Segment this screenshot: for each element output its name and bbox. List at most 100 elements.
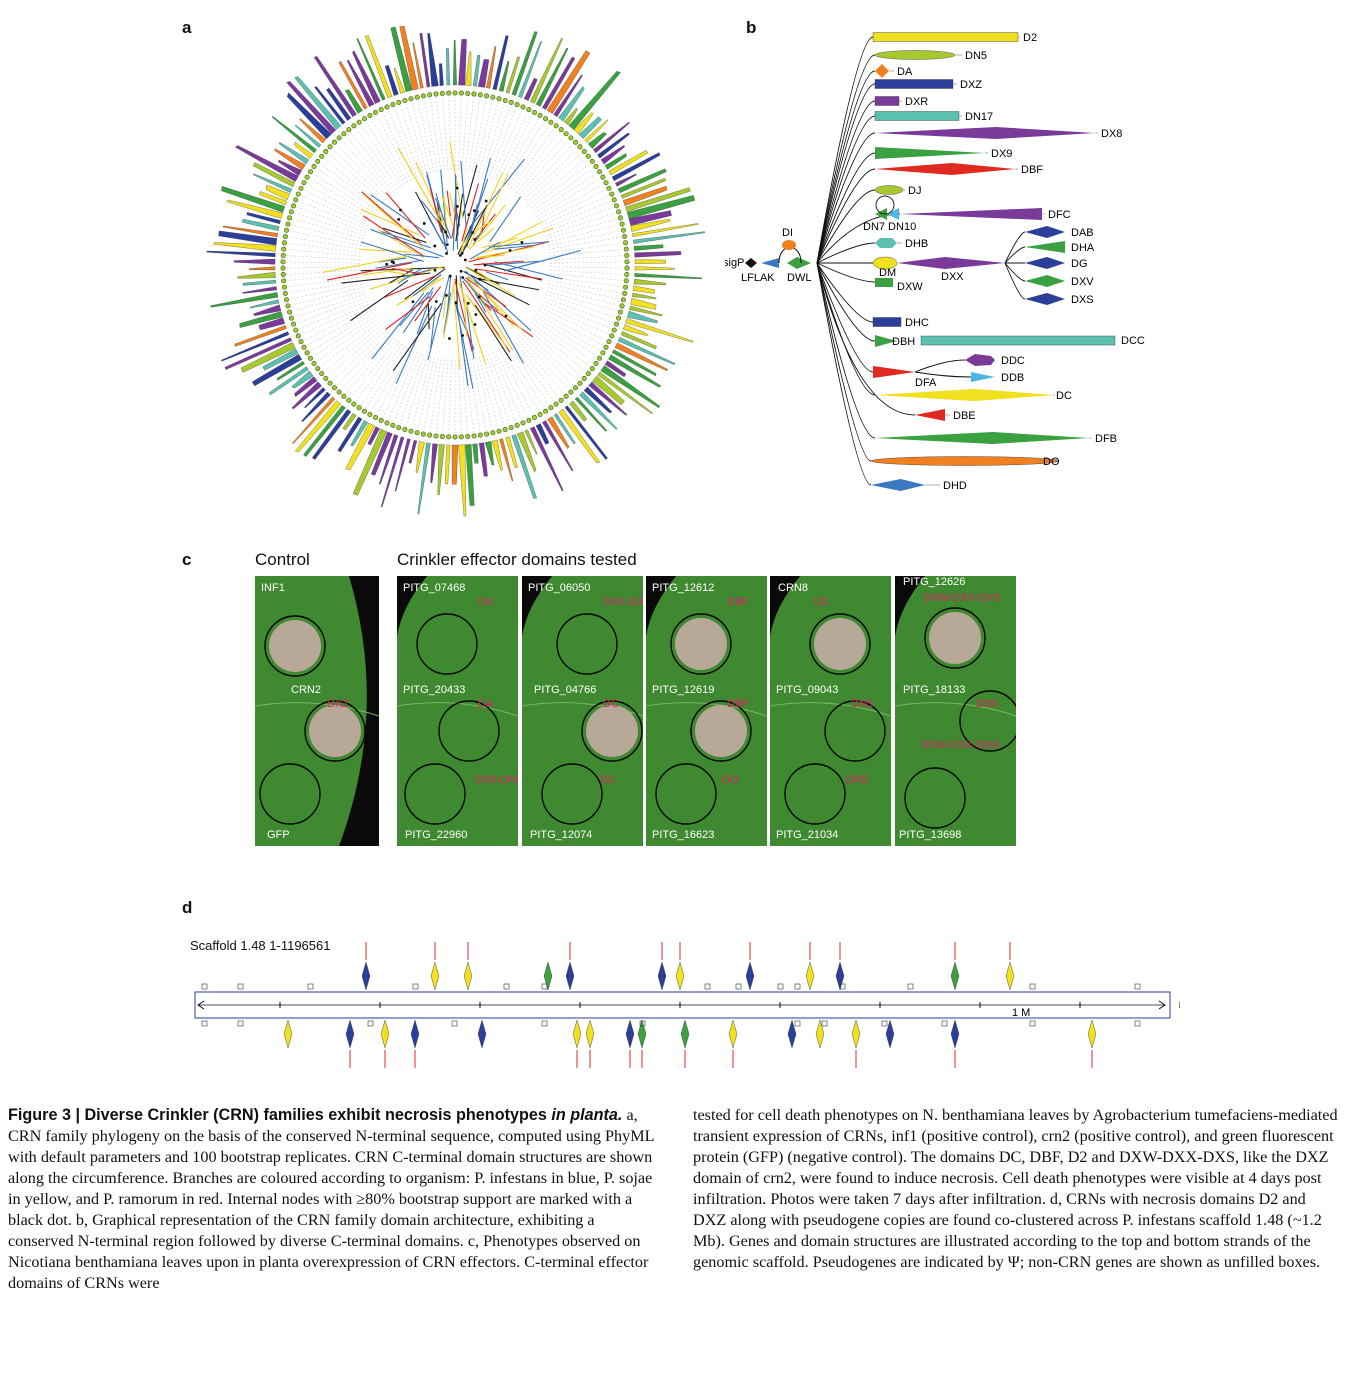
- tree-leader: [549, 255, 623, 260]
- architecture-link: [816, 132, 876, 264]
- label-di: DI: [782, 227, 793, 239]
- tree-leader: [468, 358, 480, 432]
- domain-shape-dab: [1025, 226, 1065, 238]
- non-crn-gene-bottom: [1134, 1020, 1141, 1027]
- ring-node: [597, 355, 603, 361]
- ring-node: [373, 109, 379, 115]
- domain-bar: [221, 186, 285, 213]
- ring-node: [281, 246, 287, 252]
- tree-leader: [436, 359, 445, 432]
- tree-leader: [307, 184, 372, 220]
- tree-leader: [485, 106, 511, 176]
- non-crn-gene-top: [307, 983, 314, 990]
- ring-node: [367, 411, 373, 417]
- bootstrap-node: [458, 254, 462, 257]
- domain-bar: [499, 438, 514, 482]
- ring-node: [531, 109, 537, 115]
- tree-branch: [402, 287, 434, 334]
- domain-bar: [620, 331, 657, 350]
- non-crn-gene-bottom: [821, 1020, 828, 1027]
- domain-bar: [604, 153, 627, 170]
- bootstrap-node: [520, 241, 524, 244]
- bootstrap-node: [445, 252, 448, 255]
- tree-branch: [341, 272, 431, 284]
- tree-leader: [465, 359, 474, 432]
- axis-arrow-right: [1158, 1000, 1166, 1010]
- bootstrap-node: [483, 263, 487, 267]
- domain-label-dbe: DBE: [953, 410, 976, 422]
- leaf-photo: PITG_06050 DXX-DXS PITG_04766 DC PITG_12074 D…: [522, 576, 643, 846]
- tree-leader: [371, 118, 409, 183]
- domain-bar: [516, 431, 537, 473]
- domain-bar: [326, 87, 352, 121]
- domain-label-dg: DG: [1071, 258, 1088, 270]
- ring-node: [616, 315, 622, 321]
- domain-shape-dxs: [1025, 293, 1065, 305]
- ring-node: [280, 265, 286, 271]
- leaf-photo: PITG_12612 DBF PITG_12619 DBF PITG_16623 DO: [646, 576, 767, 846]
- construct-label: INF1: [261, 582, 285, 594]
- domain-bar: [370, 431, 393, 476]
- ring-node: [439, 90, 445, 96]
- tree-leader: [539, 189, 606, 223]
- tree-leader: [458, 359, 462, 433]
- necrotic-lesion: [586, 705, 638, 757]
- tree-leader: [430, 98, 442, 172]
- tree-branch: [437, 218, 450, 239]
- tree-leader: [547, 224, 619, 243]
- domain-bar: [364, 35, 393, 99]
- ring-node: [585, 153, 591, 159]
- tree-branch: [430, 307, 436, 348]
- domain-bar: [242, 286, 277, 294]
- ring-node: [446, 434, 452, 440]
- domain-bar: [303, 405, 346, 457]
- architecture-link: [816, 262, 876, 439]
- domain-bar: [380, 436, 405, 508]
- tree-branch: [473, 174, 509, 246]
- ring-node: [287, 309, 293, 315]
- tree-branch: [475, 268, 543, 280]
- architecture-link: [816, 168, 876, 264]
- architecture-link: [816, 242, 876, 264]
- ring-node: [452, 90, 458, 96]
- ring-node: [390, 102, 396, 108]
- domain-bar: [259, 191, 287, 206]
- domain-bar: [337, 416, 363, 453]
- tree-branch: [473, 213, 496, 241]
- domain-label: DX8-DN5: [475, 774, 518, 786]
- ring-node: [606, 185, 612, 191]
- non-crn-gene-top: [412, 983, 419, 990]
- domain-label-dcc: DCC: [1121, 335, 1145, 347]
- tree-branch: [389, 271, 414, 276]
- gene-domain-top: [835, 961, 845, 991]
- tree-leader: [423, 358, 438, 431]
- domain-bar: [345, 89, 363, 114]
- domain-bar: [226, 199, 283, 219]
- ring-node: [301, 180, 307, 186]
- ring-node: [558, 397, 564, 403]
- domain-bar: [592, 375, 625, 406]
- domain-label-do: DO: [1043, 456, 1060, 468]
- ring-node: [543, 408, 549, 414]
- domain-bar: [210, 292, 279, 308]
- domain-label: DC: [600, 774, 616, 786]
- scaffold-label: Scaffold 1.48 1-1196561: [190, 938, 331, 953]
- gene-domain-top: [463, 961, 473, 991]
- infiltration-circle: [416, 613, 478, 675]
- bootstrap-node: [473, 238, 477, 241]
- domain-label-dxr: DXR: [905, 96, 928, 108]
- tree-branch: [460, 204, 488, 256]
- leaf-blade: [522, 576, 643, 846]
- domain-bar: [498, 60, 510, 92]
- tree-leader: [479, 102, 499, 174]
- ring-node: [290, 203, 296, 209]
- gene-domain-top: [805, 961, 815, 991]
- ring-node: [496, 96, 502, 102]
- ring-node: [298, 339, 304, 345]
- bootstrap-node: [508, 248, 512, 252]
- tested-heading: Crinkler effector domains tested: [397, 550, 637, 569]
- domain-bar: [408, 440, 418, 464]
- tree-leader: [495, 350, 528, 417]
- domain-label-dn17: DN17: [965, 111, 993, 123]
- ring-node: [526, 417, 532, 423]
